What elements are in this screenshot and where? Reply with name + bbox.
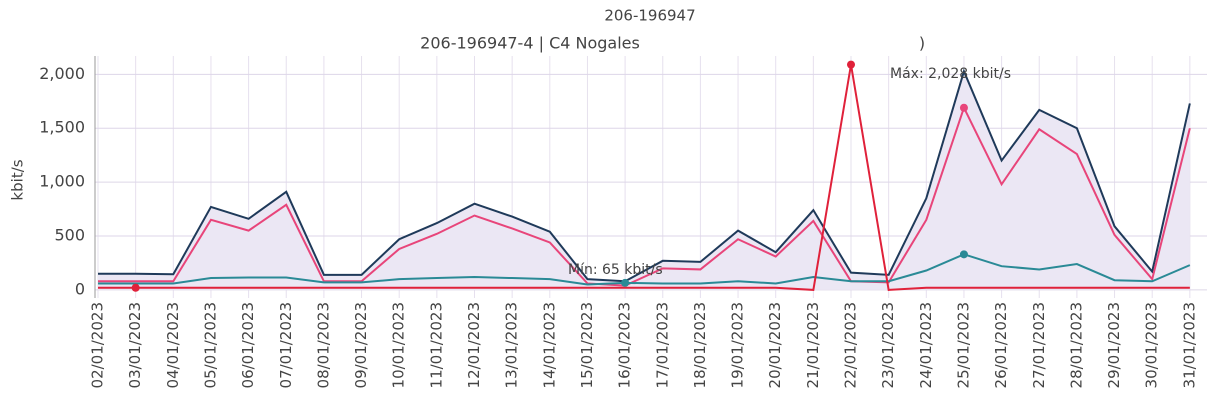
series-line (98, 105, 1191, 287)
y-tick-label: 1,500 (39, 118, 85, 137)
point-marker (131, 283, 140, 292)
y-axis-label: kbit/s (9, 159, 27, 200)
x-tick-label: 13/01/2023 (503, 302, 521, 388)
series-line (98, 253, 1191, 286)
y-tick-label: 500 (54, 226, 85, 245)
x-tick-label: 09/01/2023 (352, 302, 370, 388)
annotation: Máx: 2,028 kbit/s (890, 66, 1011, 82)
x-tick-label: 02/01/2023 (89, 302, 107, 388)
x-tick-label: 18/01/2023 (691, 302, 709, 388)
series-line (98, 68, 1191, 283)
point-marker (621, 278, 630, 287)
x-tick-label: 04/01/2023 (164, 302, 182, 388)
x-tick-label: 23/01/2023 (879, 302, 897, 388)
y-tick-label: 2,000 (39, 64, 85, 83)
chart-subtitle: 206-196947-4 | C4 Nogales (420, 34, 640, 53)
series-line (98, 64, 1190, 291)
x-tick-label: 25/01/2023 (954, 302, 972, 388)
x-tick-label: 19/01/2023 (729, 302, 747, 388)
x-tick-label: 17/01/2023 (653, 302, 671, 388)
x-tick-label: 31/01/2023 (1180, 302, 1198, 388)
point-marker (959, 250, 968, 259)
point-marker (847, 60, 855, 69)
stray-text: ) (919, 34, 925, 53)
x-tick-label: 08/01/2023 (314, 302, 332, 388)
x-tick-label: 06/01/2023 (239, 302, 257, 388)
x-tick-label: 05/01/2023 (201, 302, 219, 388)
x-tick-label: 03/01/2023 (126, 302, 144, 388)
x-tick-label: 15/01/2023 (578, 302, 596, 388)
x-tick-label: 24/01/2023 (917, 302, 935, 388)
x-tick-label: 07/01/2023 (277, 302, 295, 388)
annotation: Mín: 65 kbit/s (568, 262, 663, 278)
x-tick-label: 14/01/2023 (540, 302, 558, 388)
chart-title: 206-196947 (604, 7, 695, 25)
point-marker (959, 103, 968, 112)
x-tick-label: 27/01/2023 (1030, 302, 1048, 388)
x-tick-label: 11/01/2023 (427, 302, 445, 388)
x-tick-label: 16/01/2023 (616, 302, 634, 388)
y-tick-label: 0 (75, 279, 85, 298)
x-tick-label: 20/01/2023 (766, 302, 784, 388)
x-tick-label: 10/01/2023 (390, 302, 408, 388)
x-tick-label: 12/01/2023 (465, 302, 483, 388)
x-tick-label: 21/01/2023 (804, 302, 822, 388)
x-tick-label: 26/01/2023 (992, 302, 1010, 388)
x-tick-label: 22/01/2023 (842, 302, 860, 388)
x-tick-label: 28/01/2023 (1067, 302, 1085, 388)
y-tick-label: 1,000 (39, 172, 85, 191)
x-tick-label: 29/01/2023 (1105, 302, 1123, 388)
x-tick-label: 30/01/2023 (1143, 302, 1161, 388)
